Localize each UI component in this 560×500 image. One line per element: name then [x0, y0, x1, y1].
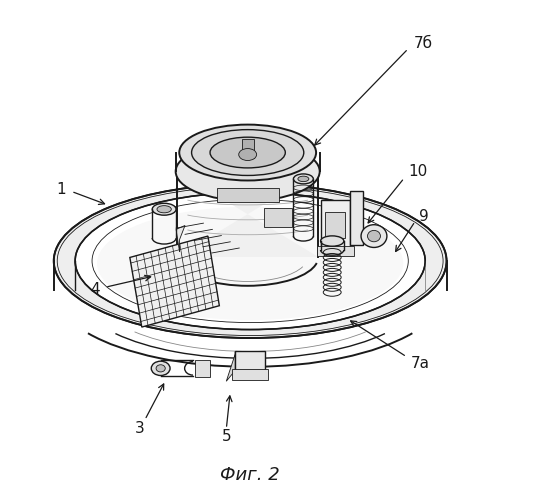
Ellipse shape — [176, 142, 320, 201]
Ellipse shape — [152, 204, 176, 215]
Ellipse shape — [239, 148, 256, 160]
Ellipse shape — [298, 176, 309, 182]
Bar — [242, 138, 254, 158]
Bar — [318, 246, 354, 256]
Ellipse shape — [151, 361, 170, 376]
Ellipse shape — [210, 137, 285, 168]
Polygon shape — [176, 226, 185, 252]
Ellipse shape — [192, 130, 304, 176]
Text: 5: 5 — [222, 429, 231, 444]
Text: 3: 3 — [135, 420, 144, 436]
Bar — [217, 188, 278, 202]
Text: 10: 10 — [408, 164, 427, 179]
Bar — [321, 200, 350, 250]
Text: 7а: 7а — [410, 356, 430, 371]
Ellipse shape — [367, 230, 380, 242]
Bar — [325, 212, 345, 238]
Text: Фиг. 2: Фиг. 2 — [220, 466, 280, 483]
Polygon shape — [195, 360, 211, 377]
Ellipse shape — [75, 192, 425, 330]
Ellipse shape — [54, 184, 446, 338]
Text: 7б: 7б — [413, 36, 432, 51]
Text: 4: 4 — [90, 282, 100, 298]
Bar — [264, 208, 292, 227]
Ellipse shape — [179, 124, 316, 180]
Text: 9: 9 — [419, 208, 429, 224]
Polygon shape — [130, 236, 220, 327]
Ellipse shape — [156, 365, 165, 372]
Ellipse shape — [293, 174, 313, 184]
Bar — [235, 352, 265, 370]
Polygon shape — [226, 352, 235, 382]
Ellipse shape — [157, 206, 171, 213]
Bar — [350, 192, 362, 245]
Ellipse shape — [97, 206, 403, 320]
Ellipse shape — [361, 224, 387, 248]
Ellipse shape — [320, 236, 344, 246]
Text: 1: 1 — [57, 182, 66, 197]
Bar — [232, 370, 268, 380]
Polygon shape — [177, 142, 318, 257]
